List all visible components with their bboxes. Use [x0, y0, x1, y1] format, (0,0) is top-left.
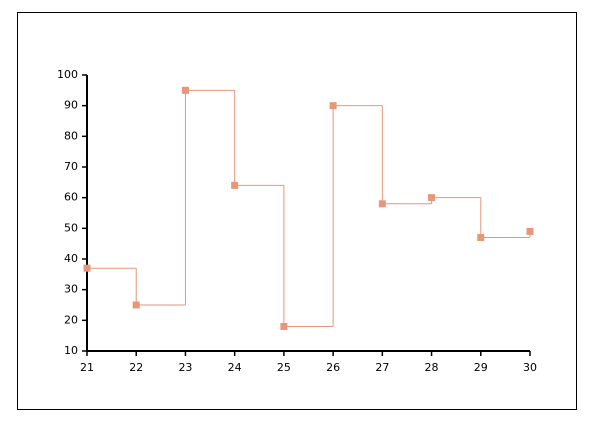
y-tick-label: 100	[57, 68, 78, 81]
marker	[83, 264, 91, 272]
marker	[378, 200, 386, 208]
marker	[132, 301, 140, 309]
y-tick-label: 20	[64, 313, 78, 326]
x-tick-label: 26	[326, 361, 340, 374]
y-tick-label: 60	[64, 191, 78, 204]
y-tick-label: 80	[64, 129, 78, 142]
x-tick-label: 22	[129, 361, 143, 374]
x-tick-label: 24	[228, 361, 242, 374]
x-tick-label: 21	[80, 361, 94, 374]
marker	[329, 102, 337, 110]
y-tick-label: 30	[64, 283, 78, 296]
marker	[477, 234, 485, 242]
marker	[428, 194, 436, 202]
y-tick-label: 90	[64, 99, 78, 112]
chart-frame	[17, 12, 577, 410]
marker	[526, 227, 534, 235]
marker	[181, 86, 189, 94]
y-tick-label: 10	[64, 344, 78, 357]
x-tick-label: 28	[425, 361, 439, 374]
x-tick-label: 25	[277, 361, 291, 374]
x-tick-label: 30	[523, 361, 537, 374]
y-tick-label: 70	[64, 160, 78, 173]
x-tick-label: 23	[178, 361, 192, 374]
x-tick-label: 27	[375, 361, 389, 374]
marker	[280, 322, 288, 330]
y-tick-label: 40	[64, 252, 78, 265]
marker	[231, 181, 239, 189]
x-tick-label: 29	[474, 361, 488, 374]
y-tick-label: 50	[64, 221, 78, 234]
